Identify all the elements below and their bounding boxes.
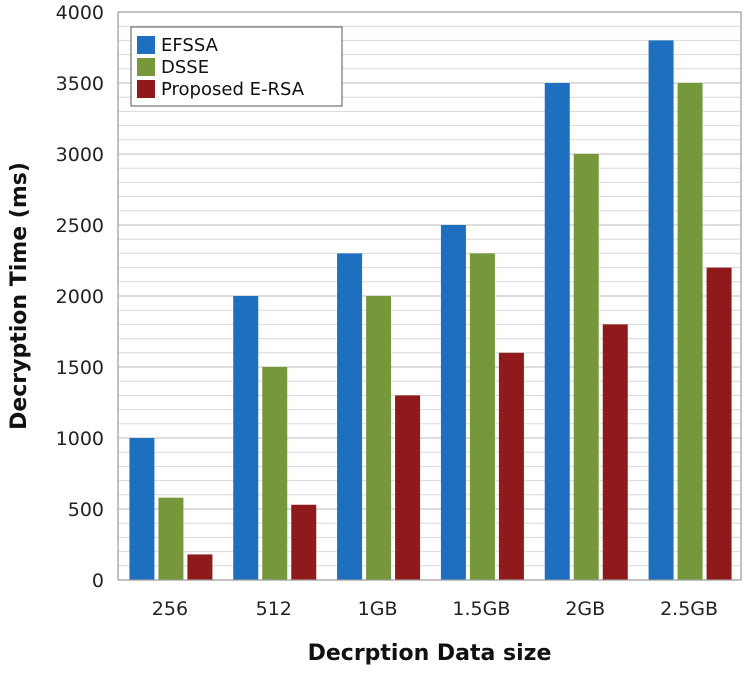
bar-proposed-e-rsa — [187, 554, 213, 580]
plot-area-frame — [117, 11, 742, 581]
grid-lines — [118, 25, 741, 567]
x-tick-label: 512 — [256, 598, 292, 620]
bar-dsse — [573, 154, 599, 580]
x-tick-label: 2.5GB — [660, 598, 718, 620]
legend-swatch — [137, 80, 155, 98]
bar-dsse — [158, 497, 184, 580]
y-tick-label: 2000 — [56, 286, 104, 308]
legend-swatch — [137, 58, 155, 76]
bar-dsse — [262, 367, 288, 580]
bars — [129, 40, 732, 580]
y-tick-label: 3000 — [56, 144, 104, 166]
bar-dsse — [469, 253, 495, 580]
y-tick-label: 4000 — [56, 2, 104, 24]
bar-dsse — [677, 83, 703, 580]
bar-proposed-e-rsa — [291, 504, 317, 580]
x-tick-label: 2GB — [565, 598, 605, 620]
bar-proposed-e-rsa — [498, 352, 524, 580]
legend-label: DSSE — [161, 57, 209, 78]
y-tick-label: 3500 — [56, 73, 104, 95]
legend-box — [130, 26, 343, 107]
y-tick-label: 500 — [68, 499, 104, 521]
bar-dsse — [366, 296, 392, 580]
x-tick-labels: 256 512 1GB 1.5GB 2GB 2.5GB — [152, 598, 718, 620]
x-tick-label: 1.5GB — [452, 598, 510, 620]
bar-efssa — [648, 40, 674, 580]
bar-efssa — [233, 296, 259, 580]
bar-proposed-e-rsa — [602, 324, 628, 580]
y-axis-title: Decryption Time (ms) — [7, 162, 32, 430]
bar-proposed-e-rsa — [395, 395, 421, 580]
bar-efssa — [129, 438, 155, 580]
legend-swatch — [137, 36, 155, 54]
x-tick-label: 1GB — [358, 598, 398, 620]
bar-efssa — [544, 83, 570, 580]
bar-efssa — [440, 225, 466, 580]
x-axis-title: Decrption Data size — [308, 641, 552, 666]
legend-label: Proposed E-RSA — [161, 79, 305, 100]
y-tick-labels: 0 500 1000 1500 2000 2500 3000 3500 4000 — [56, 2, 104, 592]
y-tick-label: 1000 — [56, 428, 104, 450]
y-tick-label: 2500 — [56, 215, 104, 237]
bar-efssa — [337, 253, 363, 580]
legend-label: EFSSA — [161, 35, 219, 56]
y-tick-label: 0 — [92, 570, 104, 592]
x-tick-label: 256 — [152, 598, 188, 620]
bar-proposed-e-rsa — [706, 267, 732, 580]
y-tick-label: 1500 — [56, 357, 104, 379]
